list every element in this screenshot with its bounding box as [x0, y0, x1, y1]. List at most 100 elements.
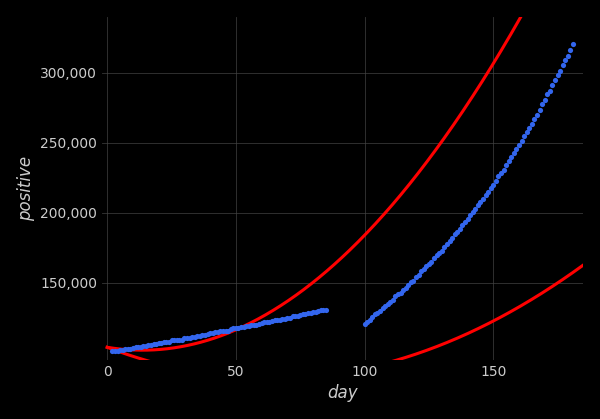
Point [257, 320, 266, 327]
Point [460, 219, 470, 225]
Point [151, 340, 161, 347]
Point [301, 311, 310, 318]
Point [293, 312, 302, 319]
Point [488, 181, 498, 188]
Point [484, 188, 493, 195]
Point [458, 222, 467, 228]
Point [530, 115, 539, 122]
Point [568, 41, 578, 47]
Point [563, 53, 572, 59]
Point [288, 313, 298, 320]
Point [522, 129, 532, 136]
Point [504, 158, 514, 165]
Point [131, 344, 140, 351]
Point [440, 243, 449, 250]
Point [229, 325, 238, 332]
Point [524, 124, 534, 131]
Point [249, 322, 259, 328]
Point [427, 258, 436, 265]
Point [139, 343, 148, 349]
Point [167, 337, 176, 344]
Point [396, 289, 406, 296]
Point [540, 96, 550, 103]
Point [267, 318, 277, 325]
Point [159, 339, 169, 345]
Point [532, 112, 542, 119]
Point [398, 287, 408, 294]
Point [190, 334, 200, 340]
Point [233, 325, 243, 331]
Point [254, 321, 264, 327]
Point [118, 347, 127, 353]
Point [143, 342, 153, 349]
Point [213, 329, 223, 336]
Point [241, 323, 251, 330]
Point [187, 334, 197, 340]
Point [373, 309, 382, 316]
Point [468, 209, 478, 215]
Point [223, 327, 233, 334]
Point [437, 247, 446, 254]
Point [262, 319, 272, 326]
Point [432, 252, 442, 259]
Point [251, 321, 261, 328]
Point [370, 311, 380, 318]
Point [128, 344, 138, 351]
Point [298, 311, 308, 318]
Point [177, 336, 187, 343]
Y-axis label: positive: positive [17, 156, 35, 221]
Point [517, 137, 526, 144]
Point [316, 307, 326, 314]
Point [566, 47, 575, 53]
Point [277, 316, 287, 323]
Point [115, 347, 125, 353]
Point [259, 319, 269, 326]
Point [146, 342, 156, 349]
Point [481, 192, 490, 199]
Point [455, 226, 464, 233]
Point [502, 161, 511, 168]
Point [169, 337, 179, 344]
Point [463, 216, 472, 222]
Point [476, 199, 485, 205]
Point [161, 339, 171, 345]
Point [360, 320, 370, 327]
Point [313, 308, 323, 314]
Point [388, 296, 398, 303]
Point [548, 82, 557, 89]
Point [272, 317, 282, 323]
Point [452, 229, 462, 235]
Point [391, 292, 400, 299]
Point [208, 330, 218, 336]
Point [365, 316, 374, 323]
Point [393, 291, 403, 298]
Point [416, 268, 426, 275]
Point [478, 196, 488, 202]
Point [442, 241, 452, 247]
Point [434, 249, 444, 256]
Point [136, 343, 145, 350]
Point [383, 301, 392, 308]
Point [380, 303, 390, 310]
Point [411, 274, 421, 281]
Point [386, 299, 395, 305]
Point [157, 340, 166, 347]
Point [239, 323, 248, 330]
Point [506, 153, 516, 160]
Point [175, 336, 184, 343]
Point [125, 346, 135, 352]
Point [514, 142, 524, 149]
Point [244, 323, 254, 329]
Point [447, 235, 457, 242]
Point [285, 314, 295, 321]
Point [295, 311, 305, 318]
X-axis label: day: day [328, 384, 358, 402]
Point [542, 91, 552, 98]
Point [424, 261, 434, 268]
Point [419, 266, 428, 273]
Point [164, 338, 174, 345]
Point [205, 330, 215, 336]
Point [179, 335, 189, 341]
Point [409, 277, 418, 284]
Point [470, 205, 480, 212]
